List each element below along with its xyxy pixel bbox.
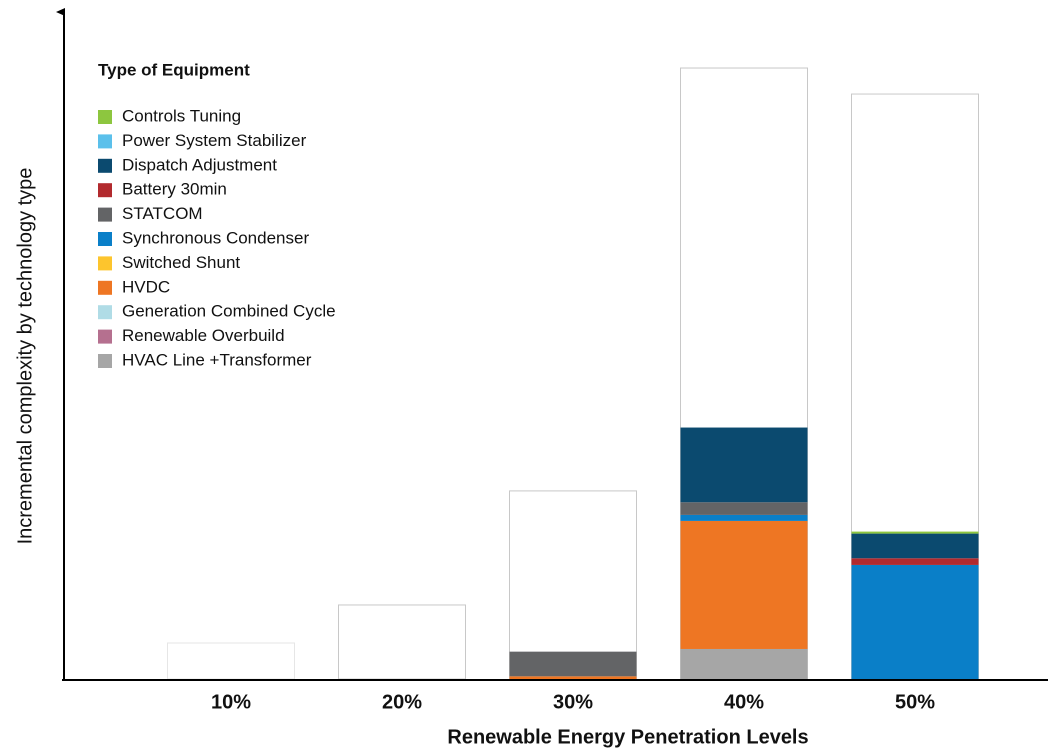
legend-label: Power System Stabilizer [122, 131, 307, 150]
bar-segment [851, 533, 979, 559]
bar-segment [680, 427, 808, 503]
bar-segment [680, 648, 808, 679]
bar-total-outline [509, 490, 637, 680]
legend-label: Synchronous Condenser [122, 228, 309, 247]
legend-swatch [98, 329, 112, 344]
legend-label: Switched Shunt [122, 253, 240, 272]
x-tick-label: 30% [553, 691, 593, 713]
legend-swatch [98, 232, 112, 246]
legend-label: Dispatch Adjustment [122, 155, 277, 174]
x-tick-label: 20% [382, 691, 422, 713]
legend-swatch [98, 183, 112, 198]
legend-label: HVAC Line +Transformer [122, 350, 312, 369]
legend-swatch [98, 354, 112, 368]
legend-swatch [98, 256, 112, 271]
bar-segment [680, 502, 808, 515]
x-tick-label: 10% [211, 691, 251, 713]
legend-label: Renewable Overbuild [122, 326, 285, 345]
legend-label: STATCOM [122, 204, 203, 223]
x-tick-label: 50% [895, 691, 935, 713]
bar-segment [851, 564, 979, 679]
bar-segment [851, 531, 979, 534]
x-tick-label: 40% [724, 691, 764, 713]
bar-segment [509, 676, 637, 679]
bar-total-outline [338, 604, 466, 680]
bar-segment [851, 558, 979, 565]
x-axis-label: Renewable Energy Penetration Levels [447, 726, 808, 748]
legend-swatch [98, 134, 112, 149]
legend-swatch [98, 158, 112, 173]
bar-total-outline [167, 642, 295, 680]
legend-label: Controls Tuning [122, 106, 241, 125]
legend: Controls Tuning Power System Stabilizer Di… [98, 106, 336, 369]
legend-swatch [98, 110, 112, 124]
bar-segment [680, 514, 808, 521]
legend-label: Generation Combined Cycle [122, 302, 336, 321]
legend-swatch [98, 207, 112, 222]
bar-segment [680, 520, 808, 649]
legend-swatch [98, 305, 112, 320]
y-axis-label: Incremental complexity by technology typ… [14, 168, 36, 545]
bars [167, 67, 979, 680]
legend-title: Type of Equipment [98, 60, 250, 79]
legend-label: Battery 30min [122, 180, 227, 199]
legend-swatch [98, 280, 112, 295]
bar-segment [509, 651, 637, 677]
legend-label: HVDC [122, 277, 170, 296]
